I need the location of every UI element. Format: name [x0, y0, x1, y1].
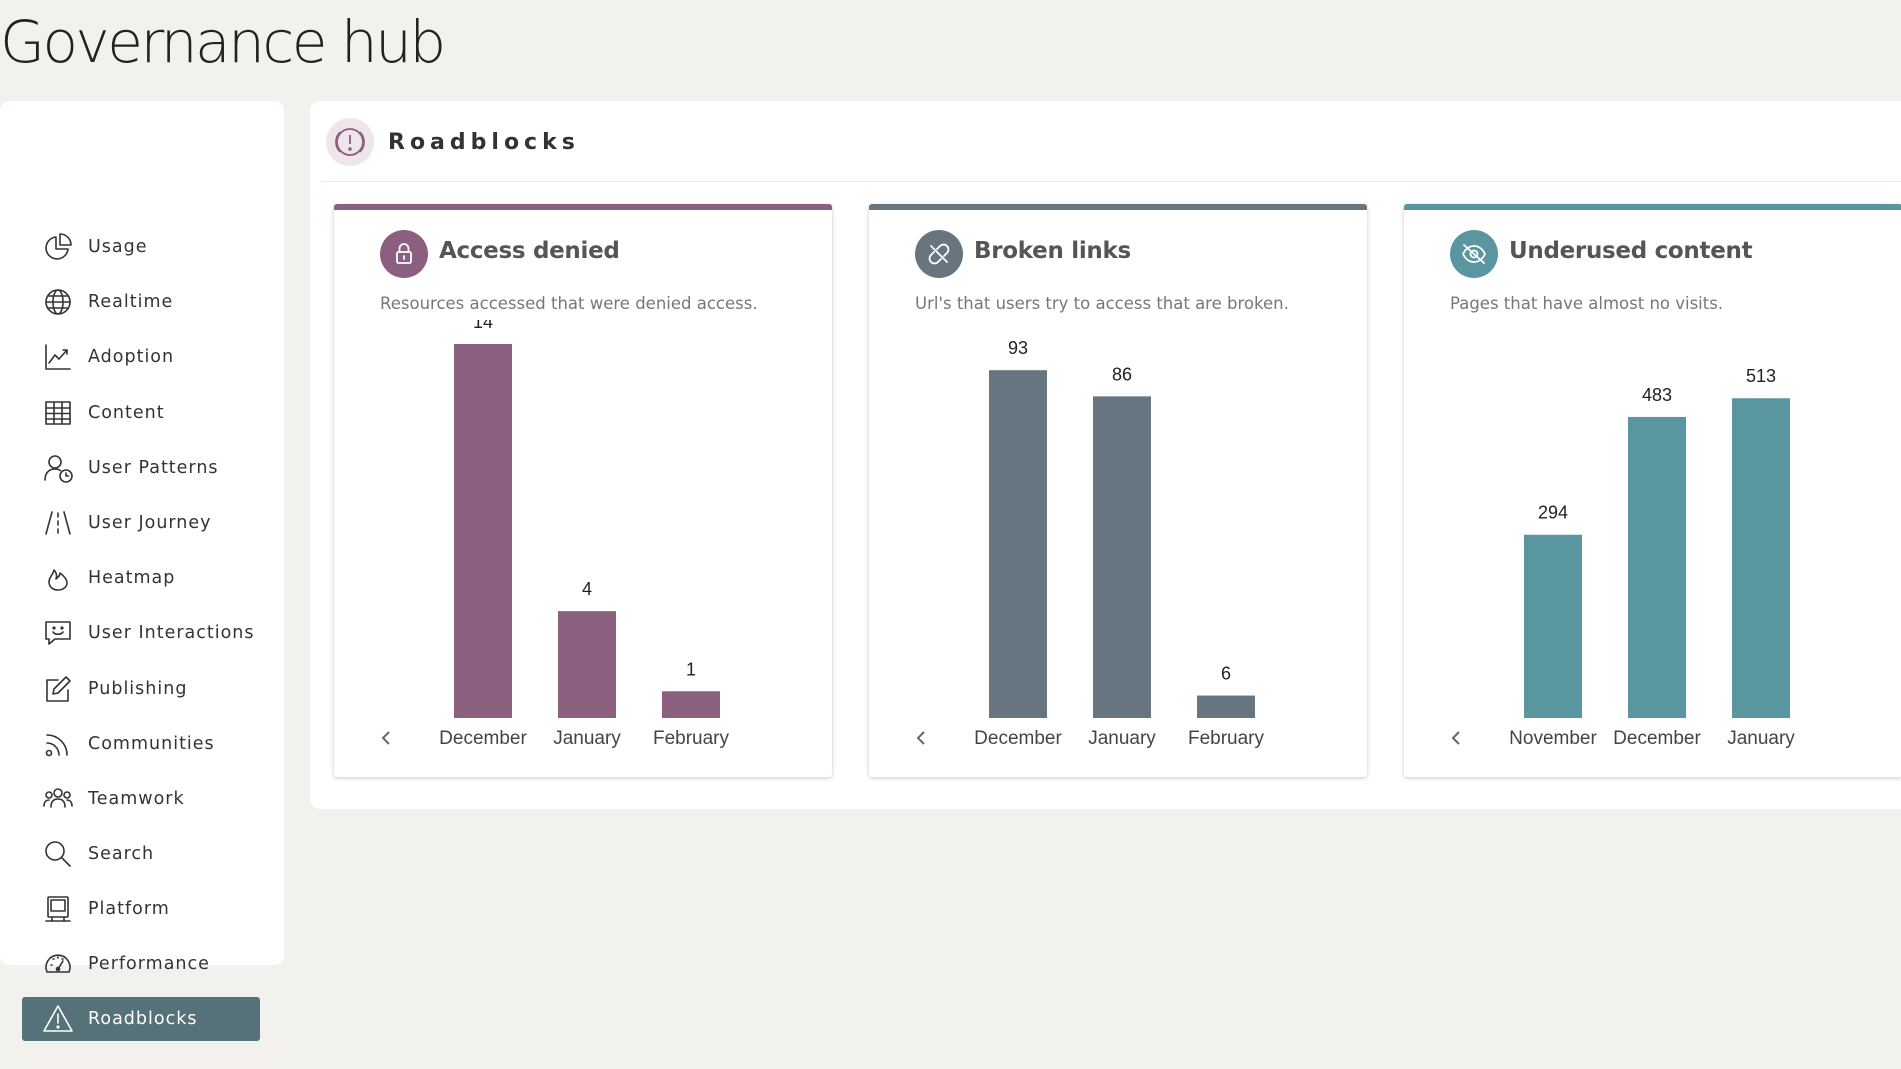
sidebar-item-search[interactable]: Search: [22, 832, 260, 876]
sidebar-item-label: User Journey: [88, 513, 212, 533]
warning-icon: [40, 1001, 76, 1037]
chat-smile-icon: [40, 615, 76, 651]
sidebar-item-label: Teamwork: [88, 789, 185, 809]
sidebar-item-user-journey[interactable]: User Journey: [22, 501, 260, 545]
card-title: Underused content: [1509, 238, 1753, 264]
gauge-icon: [40, 946, 76, 982]
data-label: 294: [1538, 503, 1568, 523]
chevron-left-icon: [1451, 731, 1460, 745]
category-label: December: [1613, 728, 1701, 749]
sidebar-item-label: Search: [88, 844, 155, 864]
sidebar-item-communities[interactable]: Communities: [22, 722, 260, 766]
category-label: December: [439, 728, 527, 749]
lock-icon: [380, 230, 428, 278]
category-label: February: [1188, 728, 1265, 749]
sidebar-item-roadblocks[interactable]: Roadblocks: [22, 997, 260, 1041]
data-label: 513: [1746, 366, 1776, 386]
underused-content-chart: 294 November 483 December 513 January: [1451, 366, 1795, 749]
card-description: Url's that users try to access that are …: [915, 294, 1289, 313]
bar[interactable]: [662, 691, 720, 718]
eye-off-icon: [1450, 230, 1498, 278]
flame-icon: [40, 560, 76, 596]
sidebar-item-label: User Interactions: [88, 623, 255, 643]
platform-icon: [40, 891, 76, 927]
sidebar-item-performance[interactable]: Performance: [22, 942, 260, 986]
sidebar-item-label: Communities: [88, 734, 215, 754]
bar[interactable]: [1628, 416, 1686, 718]
sidebar-item-user-patterns[interactable]: User Patterns: [22, 446, 260, 490]
road-icon: [40, 505, 76, 541]
chevron-left-icon: [381, 731, 390, 745]
sidebar-item-teamwork[interactable]: Teamwork: [22, 777, 260, 821]
category-label: February: [653, 728, 730, 749]
sidebar-item-label: Publishing: [88, 679, 188, 699]
app-title: Governance hub: [0, 8, 446, 76]
sidebar-item-label: Content: [88, 403, 165, 423]
data-label: 483: [1642, 385, 1672, 405]
table-grid-icon: [40, 395, 76, 431]
prev-period-button[interactable]: [1451, 731, 1460, 745]
data-label: 14: [473, 320, 493, 332]
divider: [322, 181, 1901, 182]
category-label: January: [1088, 728, 1156, 749]
category-label: January: [553, 728, 621, 749]
sidebar-item-heatmap[interactable]: Heatmap: [22, 556, 260, 600]
sidebar-item-label: Usage: [88, 237, 148, 257]
sidebar-item-publishing[interactable]: Publishing: [22, 667, 260, 711]
bar[interactable]: [989, 370, 1047, 718]
card-description: Resources accessed that were denied acce…: [380, 294, 758, 313]
card-description: Pages that have almost no visits.: [1450, 294, 1724, 313]
bar[interactable]: [454, 344, 512, 718]
team-icon: [40, 781, 76, 817]
bar[interactable]: [558, 611, 616, 718]
line-chart-icon: [40, 339, 76, 375]
card-title: Access denied: [439, 238, 620, 264]
panel-title: Roadblocks: [388, 129, 580, 155]
sidebar-item-label: Adoption: [88, 347, 175, 367]
edit-icon: [40, 671, 76, 707]
sidebar-item-user-interactions[interactable]: User Interactions: [22, 611, 260, 655]
user-clock-icon: [40, 450, 76, 486]
access-denied-chart: 14 December 4 January 1 February: [381, 320, 730, 749]
sidebar-item-label: User Patterns: [88, 458, 219, 478]
underused-content-card: Underused content Pages that have almost…: [1404, 204, 1901, 777]
category-label: December: [974, 728, 1062, 749]
sidebar-item-label: Platform: [88, 899, 170, 919]
data-label: 1: [686, 659, 696, 679]
sidebar-item-label: Heatmap: [88, 568, 176, 588]
broken-link-icon: [915, 230, 963, 278]
sidebar-item-label: Realtime: [88, 292, 174, 312]
alert-circle-icon: [326, 118, 374, 166]
data-label: 4: [582, 579, 592, 599]
access-denied-card: Access denied Resources accessed that we…: [334, 204, 832, 777]
sidebar-item-adoption[interactable]: Adoption: [22, 335, 260, 379]
chevron-left-icon: [916, 731, 925, 745]
sidebar-item-label: Roadblocks: [88, 1009, 198, 1029]
broken-links-chart: 93 December 86 January 6 February: [916, 338, 1265, 749]
search-icon: [40, 836, 76, 872]
sidebar-item-content[interactable]: Content: [22, 391, 260, 435]
broken-links-card: Broken links Url's that users try to acc…: [869, 204, 1367, 777]
sidebar-item-realtime[interactable]: Realtime: [22, 280, 260, 324]
prev-period-button[interactable]: [916, 731, 925, 745]
globe-icon: [40, 284, 76, 320]
feed-icon: [40, 726, 76, 762]
bar[interactable]: [1524, 534, 1582, 718]
panel-header: Roadblocks: [326, 117, 580, 167]
bar[interactable]: [1197, 695, 1255, 718]
bar[interactable]: [1732, 398, 1790, 718]
category-label: November: [1509, 728, 1597, 749]
data-label: 6: [1221, 664, 1231, 684]
data-label: 86: [1112, 364, 1132, 384]
sidebar-item-label: Performance: [88, 954, 210, 974]
bar[interactable]: [1093, 396, 1151, 718]
sidebar-item-platform[interactable]: Platform: [22, 887, 260, 931]
card-title: Broken links: [974, 238, 1131, 264]
data-label: 93: [1008, 338, 1028, 358]
sidebar-item-usage[interactable]: Usage: [22, 225, 260, 269]
category-label: January: [1727, 728, 1795, 749]
pie-chart-icon: [40, 229, 76, 265]
sidebar: Usage Realtime Adoption Content User Pat…: [0, 101, 284, 1041]
prev-period-button[interactable]: [381, 731, 390, 745]
